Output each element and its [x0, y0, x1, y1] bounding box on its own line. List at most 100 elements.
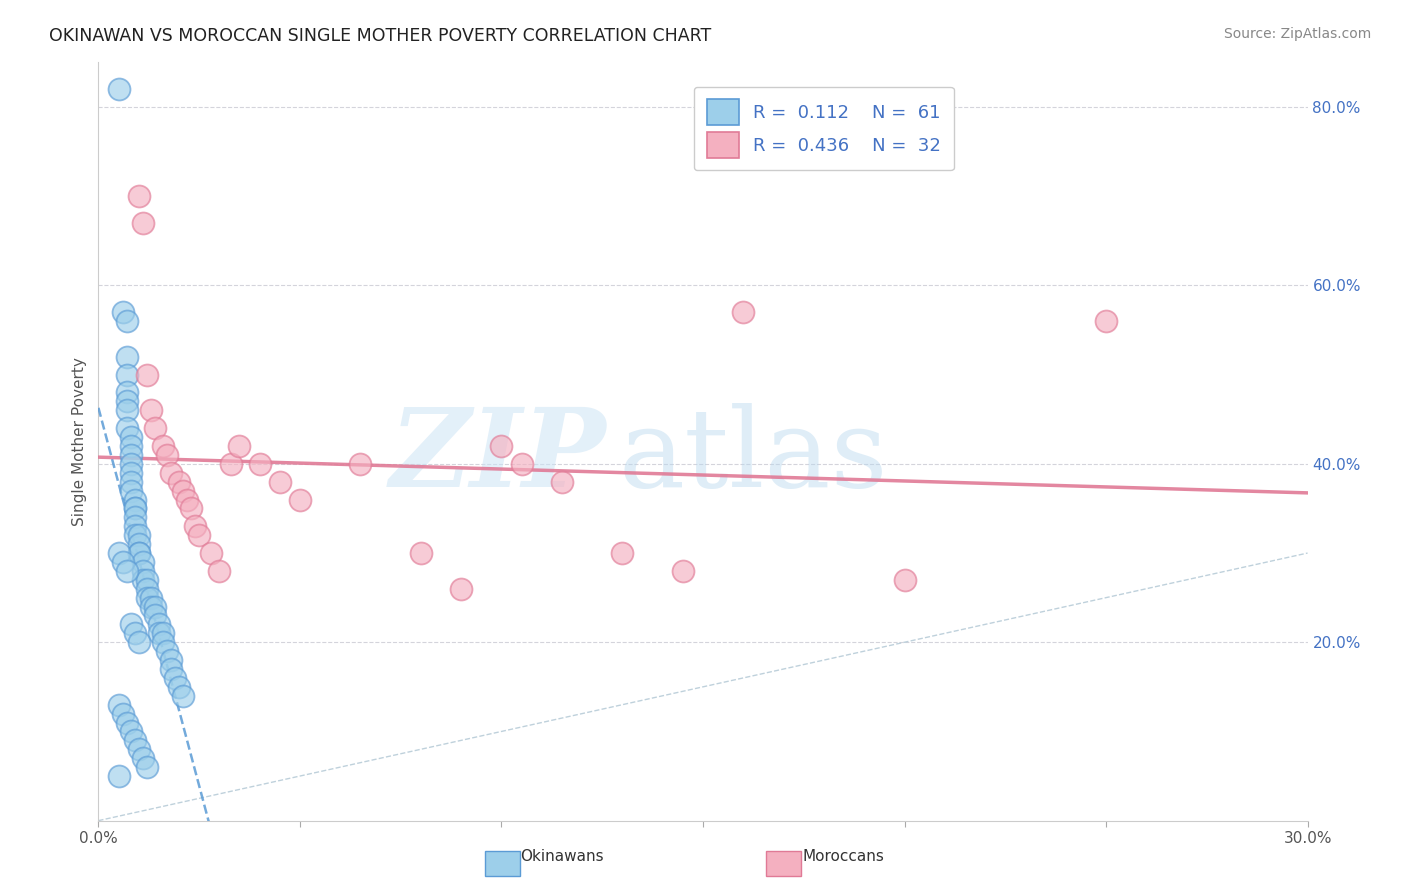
- Point: [111, 555, 134, 569]
- Point: [269, 475, 291, 489]
- Point: [107, 769, 129, 783]
- Point: [135, 582, 157, 596]
- Point: [176, 492, 198, 507]
- Point: [143, 608, 166, 623]
- Point: [132, 564, 155, 578]
- Point: [115, 421, 138, 435]
- Point: [510, 457, 533, 471]
- Point: [124, 626, 146, 640]
- Point: [249, 457, 271, 471]
- Point: [139, 591, 162, 605]
- Text: Source: ZipAtlas.com: Source: ZipAtlas.com: [1223, 27, 1371, 41]
- Point: [228, 439, 250, 453]
- Point: [120, 448, 142, 462]
- Point: [148, 617, 170, 632]
- Point: [115, 715, 138, 730]
- Point: [551, 475, 574, 489]
- Point: [733, 305, 755, 319]
- Point: [128, 189, 150, 203]
- Point: [135, 591, 157, 605]
- Point: [120, 439, 142, 453]
- Point: [128, 742, 150, 756]
- Point: [135, 573, 157, 587]
- Point: [120, 430, 142, 444]
- Point: [184, 519, 207, 533]
- Point: [128, 546, 150, 560]
- Point: [120, 475, 142, 489]
- Text: Okinawans: Okinawans: [520, 849, 605, 863]
- Point: [124, 492, 146, 507]
- Point: [409, 546, 432, 560]
- Point: [349, 457, 371, 471]
- Point: [450, 582, 472, 596]
- Point: [120, 617, 142, 632]
- Point: [132, 573, 155, 587]
- Point: [200, 546, 222, 560]
- Point: [128, 635, 150, 649]
- Point: [124, 501, 146, 516]
- Point: [143, 599, 166, 614]
- Point: [115, 385, 138, 400]
- Point: [1095, 314, 1118, 328]
- Y-axis label: Single Mother Poverty: Single Mother Poverty: [72, 357, 87, 526]
- Point: [180, 501, 202, 516]
- Point: [167, 475, 190, 489]
- Point: [160, 653, 183, 667]
- Point: [156, 448, 179, 462]
- Legend: R =  0.112    N =  61, R =  0.436    N =  32: R = 0.112 N = 61, R = 0.436 N = 32: [695, 87, 953, 170]
- Point: [115, 394, 138, 409]
- Point: [132, 751, 155, 765]
- Point: [124, 528, 146, 542]
- Point: [107, 698, 129, 712]
- Point: [893, 573, 915, 587]
- Point: [135, 368, 157, 382]
- Point: [120, 457, 142, 471]
- Point: [672, 564, 695, 578]
- Text: Moroccans: Moroccans: [803, 849, 884, 863]
- Point: [107, 82, 129, 96]
- Point: [124, 733, 146, 747]
- Point: [128, 528, 150, 542]
- Point: [115, 564, 138, 578]
- Point: [208, 564, 231, 578]
- Point: [120, 724, 142, 739]
- Point: [288, 492, 311, 507]
- Point: [188, 528, 211, 542]
- Point: [124, 501, 146, 516]
- Point: [143, 421, 166, 435]
- Point: [139, 599, 162, 614]
- Point: [111, 706, 134, 721]
- Point: [160, 466, 183, 480]
- Point: [132, 555, 155, 569]
- Text: ZIP: ZIP: [389, 403, 606, 510]
- Point: [163, 671, 186, 685]
- Point: [152, 626, 174, 640]
- Point: [124, 510, 146, 524]
- Point: [612, 546, 634, 560]
- Point: [139, 403, 162, 417]
- Point: [167, 680, 190, 694]
- Point: [491, 439, 513, 453]
- Point: [111, 305, 134, 319]
- Point: [152, 635, 174, 649]
- Point: [156, 644, 179, 658]
- Point: [221, 457, 243, 471]
- Point: [115, 314, 138, 328]
- Point: [115, 350, 138, 364]
- Point: [148, 626, 170, 640]
- Point: [120, 483, 142, 498]
- Point: [115, 368, 138, 382]
- Text: OKINAWAN VS MOROCCAN SINGLE MOTHER POVERTY CORRELATION CHART: OKINAWAN VS MOROCCAN SINGLE MOTHER POVER…: [49, 27, 711, 45]
- Point: [152, 439, 174, 453]
- Point: [120, 466, 142, 480]
- Point: [115, 403, 138, 417]
- Point: [172, 483, 194, 498]
- Point: [128, 546, 150, 560]
- Point: [160, 662, 183, 676]
- Point: [172, 689, 194, 703]
- Text: atlas: atlas: [619, 403, 889, 510]
- Point: [124, 519, 146, 533]
- Point: [135, 760, 157, 774]
- Point: [132, 216, 155, 230]
- Point: [128, 537, 150, 551]
